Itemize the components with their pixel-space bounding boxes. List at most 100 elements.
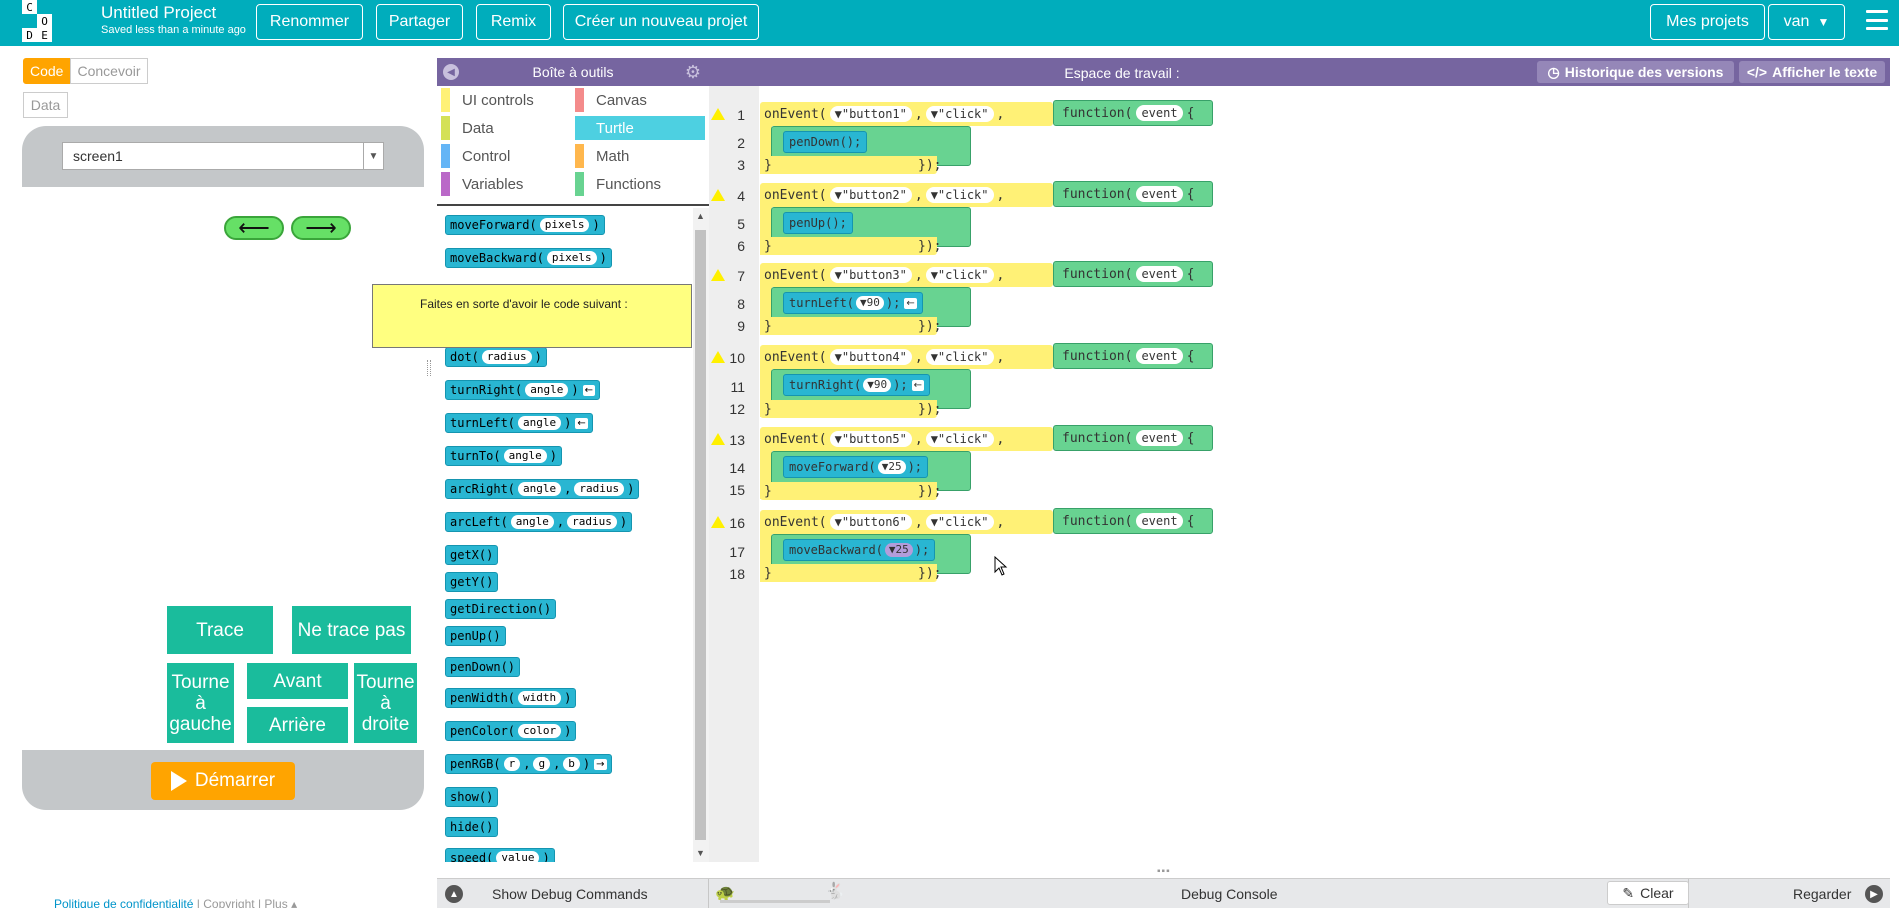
block-turnRight[interactable]: turnRight(angle) ← — [445, 380, 600, 400]
block-show[interactable]: show() — [445, 787, 499, 807]
block-penUp[interactable]: penUp() — [445, 626, 506, 646]
category-functions[interactable]: Functions — [575, 172, 705, 196]
app-screen — [22, 187, 424, 750]
function-block[interactable]: function(event{ — [1053, 261, 1213, 287]
trace-button[interactable]: Trace — [167, 606, 273, 654]
onEvent-block[interactable]: onEvent(▼"button2", ▼"click", — [760, 183, 1053, 207]
design-mode-button[interactable]: Concevoir — [70, 58, 148, 84]
palette-scrollbar[interactable]: ▲ ▼ — [693, 208, 709, 862]
category-control[interactable]: Control — [441, 144, 565, 168]
run-button[interactable]: Démarrer — [151, 762, 295, 800]
block-moveBackward[interactable]: moveBackward(pixels) — [445, 248, 612, 268]
event-block-end: }}); — [760, 317, 941, 335]
event-block-end: }}); — [760, 237, 941, 255]
block-hide[interactable]: hide() — [445, 817, 499, 837]
category-math[interactable]: Math — [575, 144, 705, 168]
onEvent-block[interactable]: onEvent(▼"button5", ▼"click", — [760, 427, 1053, 451]
copyright-link[interactable]: Copyright — [203, 897, 255, 908]
code-mode-button[interactable]: Code — [23, 58, 71, 84]
statement-block[interactable]: turnLeft(▼90); ← — [783, 292, 923, 314]
code-workspace[interactable]: onEvent(▼"button1", ▼"click", function(ev… — [759, 86, 1890, 862]
version-history-button[interactable]: ◷ Historique des versions — [1537, 61, 1734, 83]
scrollbar-thumb[interactable] — [695, 230, 706, 840]
privacy-link[interactable]: Politique de confidentialité — [54, 897, 194, 908]
rename-button[interactable]: Renommer — [256, 4, 363, 40]
no-trace-button[interactable]: Ne trace pas — [292, 606, 411, 654]
onEvent-block[interactable]: onEvent(▼"button3", ▼"click", — [760, 263, 1053, 287]
function-block[interactable]: function(event{ — [1053, 100, 1213, 126]
mouse-cursor-icon — [994, 556, 1008, 576]
onEvent-block[interactable]: onEvent(▼"button4", ▼"click", — [760, 345, 1053, 369]
statement-block[interactable]: moveForward(▼25); — [783, 456, 929, 478]
hamburger-menu-icon[interactable] — [1866, 10, 1888, 30]
statement-block[interactable]: moveBackward(▼25); — [783, 539, 936, 561]
speed-slider[interactable] — [720, 900, 830, 903]
function-block[interactable]: function(event{ — [1053, 181, 1213, 207]
user-menu-button[interactable]: van ▼ — [1768, 4, 1845, 40]
block-getDirection[interactable]: getDirection() — [445, 599, 557, 619]
remix-button[interactable]: Remix — [476, 4, 551, 40]
backward-button[interactable]: Arrière — [247, 707, 348, 743]
turn-left-button[interactable]: Tourne à gauche — [167, 663, 234, 743]
onEvent-block[interactable]: onEvent(▼"button6", ▼"click", — [760, 510, 1053, 534]
block-moveForward[interactable]: moveForward(pixels) — [445, 215, 605, 235]
panel-splitter-handle[interactable] — [427, 360, 431, 376]
turn-right-button[interactable]: Tourne à droite — [354, 663, 417, 743]
warning-icon[interactable] — [711, 516, 725, 528]
forward-button[interactable]: Avant — [247, 663, 348, 699]
show-text-label: Afficher le texte — [1772, 64, 1878, 80]
collapse-left-icon[interactable]: ◀ — [443, 64, 459, 80]
screen-selector[interactable]: screen1 ▼ — [62, 142, 384, 170]
scroll-up-icon[interactable]: ▲ — [696, 211, 705, 221]
function-block[interactable]: function(event{ — [1053, 425, 1213, 451]
warning-icon[interactable] — [711, 189, 725, 201]
data-mode-button[interactable]: Data — [23, 92, 68, 118]
right-arrow-button[interactable]: ⟶ — [291, 216, 351, 240]
gear-icon[interactable]: ⚙ — [684, 62, 701, 82]
function-block[interactable]: function(event{ — [1053, 343, 1213, 369]
scroll-down-icon[interactable]: ▼ — [696, 848, 705, 858]
block-arcLeft[interactable]: arcLeft(angle, radius) — [445, 512, 633, 532]
share-button[interactable]: Partager — [376, 4, 463, 40]
block-penRGB[interactable]: penRGB(r, g, b) → — [445, 754, 612, 774]
category-data[interactable]: Data — [441, 116, 565, 140]
statement-block[interactable]: penUp(); — [783, 212, 853, 234]
warning-icon[interactable] — [711, 433, 725, 445]
category-ui-controls[interactable]: UI controls — [441, 88, 565, 112]
warning-icon[interactable] — [711, 108, 725, 120]
block-turnTo[interactable]: turnTo(angle) — [445, 446, 562, 466]
resize-handle-icon[interactable]: ▪▪▪ — [1157, 866, 1171, 877]
statement-block[interactable]: turnRight(▼90); ← — [783, 374, 930, 396]
toolbox-categories: UI controls Canvas Data Turtle Control M… — [437, 86, 709, 206]
category-variables[interactable]: Variables — [441, 172, 565, 196]
clear-console-button[interactable]: ✎ Clear — [1607, 881, 1689, 905]
block-arcRight[interactable]: arcRight(angle, radius) — [445, 479, 640, 499]
line-number: 7 — [737, 268, 745, 284]
block-getY[interactable]: getY() — [445, 572, 499, 592]
block-dot[interactable]: dot(radius) — [445, 347, 547, 367]
category-turtle[interactable]: Turtle — [575, 116, 705, 140]
block-turnLeft[interactable]: turnLeft(angle) ← — [445, 413, 593, 433]
block-penWidth[interactable]: penWidth(width) — [445, 688, 577, 708]
new-project-button[interactable]: Créer un nouveau projet — [563, 4, 759, 40]
onEvent-block[interactable]: onEvent(▼"button1", ▼"click", — [760, 102, 1053, 126]
logo-letter: E — [37, 28, 52, 42]
show-debug-commands[interactable]: Show Debug Commands — [492, 886, 648, 902]
left-arrow-button[interactable]: ⟵ — [224, 216, 284, 240]
collapse-right-icon[interactable]: ▶ — [1865, 885, 1883, 903]
expand-up-icon[interactable]: ▲ — [445, 885, 463, 903]
block-penColor[interactable]: penColor(color) — [445, 721, 577, 741]
warning-icon[interactable] — [711, 351, 725, 363]
more-link[interactable]: Plus ▴ — [264, 897, 298, 908]
warning-icon[interactable] — [711, 269, 725, 281]
show-text-button[interactable]: </> Afficher le texte — [1739, 61, 1885, 83]
block-speed[interactable]: speed(value) — [445, 848, 555, 862]
function-block[interactable]: function(event{ — [1053, 508, 1213, 534]
statement-block[interactable]: penDown(); — [783, 131, 868, 153]
block-penDown[interactable]: penDown() — [445, 657, 521, 677]
my-projects-button[interactable]: Mes projets — [1650, 4, 1765, 40]
category-canvas[interactable]: Canvas — [575, 88, 705, 112]
category-swatch — [441, 116, 450, 140]
block-getX[interactable]: getX() — [445, 545, 499, 565]
code-org-logo[interactable]: C O D E — [22, 0, 67, 42]
